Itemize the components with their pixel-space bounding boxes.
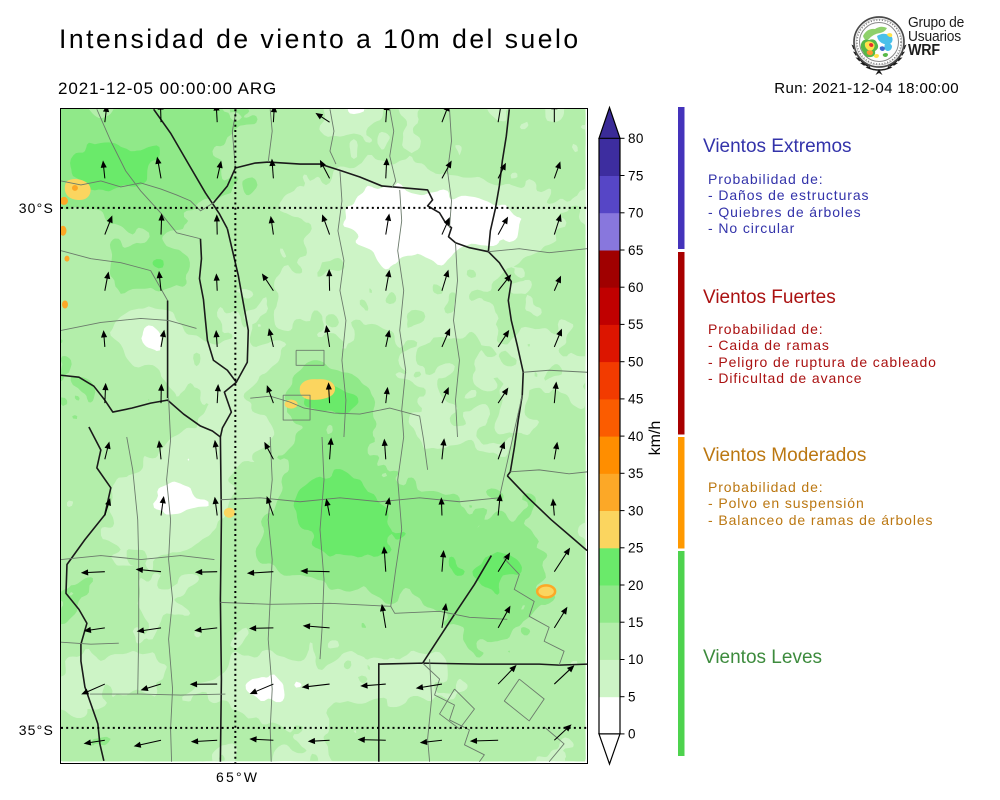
svg-text:10: 10 — [628, 652, 644, 667]
svg-text:75: 75 — [628, 168, 644, 183]
svg-text:80: 80 — [628, 131, 644, 146]
svg-text:20: 20 — [628, 578, 644, 593]
svg-text:65: 65 — [628, 243, 644, 258]
svg-text:45: 45 — [628, 392, 644, 407]
svg-text:30: 30 — [628, 503, 644, 518]
svg-text:5: 5 — [628, 690, 636, 705]
svg-text:50: 50 — [628, 355, 644, 370]
svg-text:60: 60 — [628, 280, 644, 295]
svg-text:15: 15 — [628, 615, 644, 630]
svg-text:40: 40 — [628, 429, 644, 444]
svg-text:25: 25 — [628, 541, 644, 556]
svg-text:35: 35 — [628, 466, 644, 481]
svg-text:0: 0 — [628, 727, 636, 742]
svg-text:70: 70 — [628, 206, 644, 221]
svg-text:55: 55 — [628, 317, 644, 332]
